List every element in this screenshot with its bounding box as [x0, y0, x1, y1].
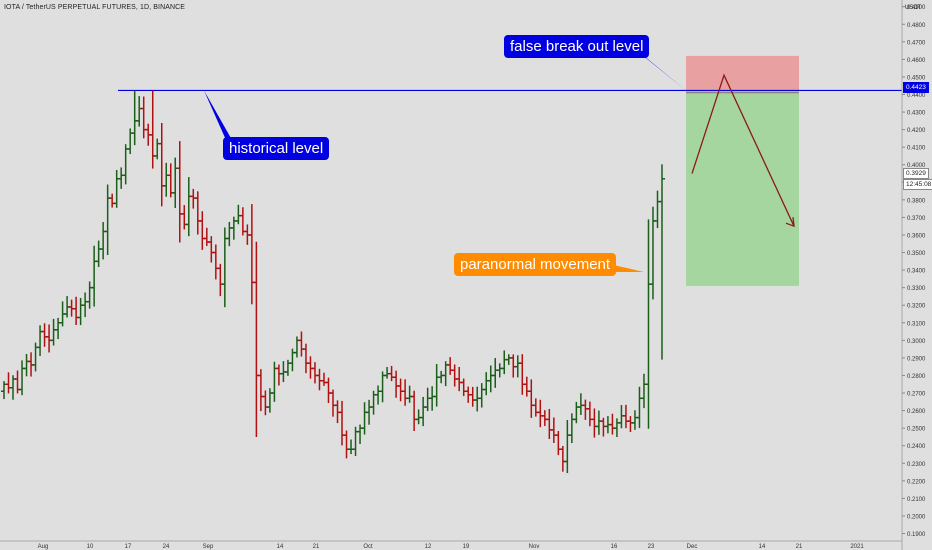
x-tick-label: 14 [277, 544, 284, 550]
x-tick-label: 21 [796, 544, 803, 550]
y-tick-label: 0.4400 [907, 93, 926, 99]
time-axis: Aug 10 17 24 Sep 14 21 Oct 12 19 Nov 16 23 Dec 14 21 202… [0, 540, 902, 550]
y-tick-label: 0.4200 [907, 128, 926, 134]
y-tick-label: 0.4600 [907, 58, 926, 64]
y-tick-label: 0.3100 [907, 321, 926, 327]
x-tick-label: Aug [38, 544, 49, 550]
y-tick-label: 0.2700 [907, 392, 926, 398]
y-tick-label: 0.4300 [907, 111, 926, 117]
y-tick-label: 0.2200 [907, 479, 926, 485]
x-tick-label: 17 [125, 544, 132, 550]
x-tick-label: Dec [687, 544, 698, 550]
y-tick-label: 0.2800 [907, 374, 926, 380]
y-tick-label: 0.4700 [907, 40, 926, 46]
x-tick-label: 16 [611, 544, 618, 550]
x-tick-label: Oct [363, 544, 373, 550]
last-price-tag: 0.3929 [903, 168, 929, 179]
y-tick-label: 0.4800 [907, 23, 926, 29]
y-tick-label: 0.2900 [907, 356, 926, 362]
x-tick-label: 14 [759, 544, 766, 550]
y-tick-label: 0.3600 [907, 233, 926, 239]
x-tick-label: 10 [87, 544, 94, 550]
y-tick-label: 0.2400 [907, 444, 926, 450]
y-tick-label: 0.3700 [907, 216, 926, 222]
level-price-tag: 0.4423 [903, 82, 929, 93]
ohlc-bars [1, 90, 665, 474]
y-tick-label: 0.2600 [907, 409, 926, 415]
currency-label: USDT [905, 5, 922, 11]
false-breakout-pointer [636, 50, 686, 91]
x-tick-label: 2021 [850, 544, 864, 550]
countdown-tag: 12:45:08 [903, 179, 932, 190]
y-tick-label: 0.4000 [907, 163, 926, 169]
ohlc-bar [659, 164, 665, 360]
x-tick-label: 12 [425, 544, 432, 550]
y-tick-label: 0.1900 [907, 532, 926, 538]
x-tick-label: 21 [313, 544, 320, 550]
trade-zones [686, 55, 799, 286]
historical-pointer [204, 90, 232, 140]
historical-level-callout: historical level [223, 137, 330, 160]
x-tick-label: Sep [203, 544, 214, 550]
y-tick-label: 0.3500 [907, 251, 926, 257]
y-tick-label: 0.3300 [907, 286, 926, 292]
y-tick-label: 0.4100 [907, 146, 926, 152]
x-tick-label: Nov [529, 544, 540, 550]
projection-arrow [691, 73, 795, 228]
y-tick-label: 0.3400 [907, 269, 926, 275]
target-zone [686, 92, 799, 286]
y-tick-label: 0.4900 [907, 5, 926, 11]
y-tick-label: 0.4500 [907, 75, 926, 81]
y-tick-label: 0.2000 [907, 514, 926, 520]
y-tick-label: 0.3200 [907, 304, 926, 310]
false-breakout-callout: false break out level [504, 35, 650, 58]
y-tick-label: 0.2500 [907, 427, 926, 433]
y-tick-label: 0.3000 [907, 339, 926, 345]
y-tick-label: 0.2100 [907, 497, 926, 503]
y-tick-label: 0.3800 [907, 198, 926, 204]
price-axis: 0.1900 0.2000 0.2100 0.2200 0.2300 0.2400 0.25… [901, 0, 926, 550]
x-tick-label: 24 [163, 544, 170, 550]
paranormal-movement-callout: paranormal movement [454, 253, 617, 276]
chart-header: IOTA / TetherUS PERPETUAL FUTURES, 1D, B… [4, 4, 186, 11]
x-tick-label: 19 [463, 544, 470, 550]
y-tick-label: 0.2300 [907, 462, 926, 468]
x-tick-label: 23 [648, 544, 655, 550]
stop-zone [686, 55, 799, 93]
